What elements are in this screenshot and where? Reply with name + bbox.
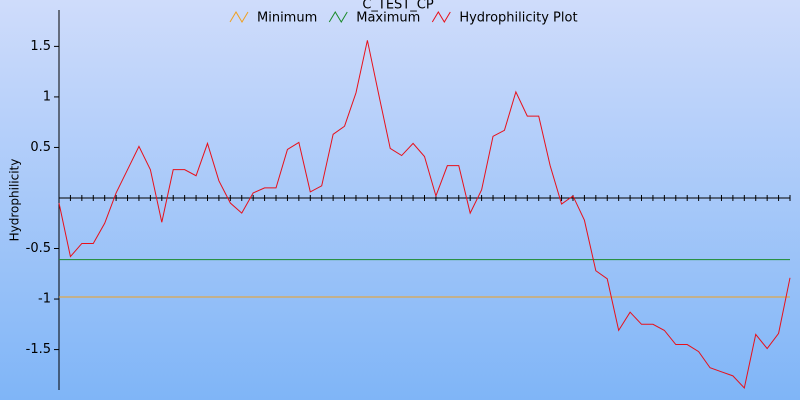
- legend-label: Minimum: [257, 11, 317, 26]
- legend-icon: [229, 11, 249, 23]
- legend-icon: [431, 11, 451, 23]
- chart-title: C_TEST_CP: [362, 0, 434, 13]
- data-line: [58, 40, 791, 390]
- y-axis-label: Hydrophilicity: [8, 159, 22, 242]
- legend-label: Maximum: [356, 11, 420, 26]
- legend-icon: [328, 11, 348, 23]
- y-tick-label: 0.5: [30, 140, 51, 155]
- y-tick-label: 1: [43, 89, 51, 104]
- y-tick-label: -1.5: [26, 342, 51, 357]
- y-tick-label: -0.5: [26, 241, 51, 256]
- legend-label: Hydrophilicity Plot: [459, 11, 577, 26]
- y-tick-label: -1: [38, 292, 51, 307]
- y-tick-label: 1.5: [30, 39, 51, 54]
